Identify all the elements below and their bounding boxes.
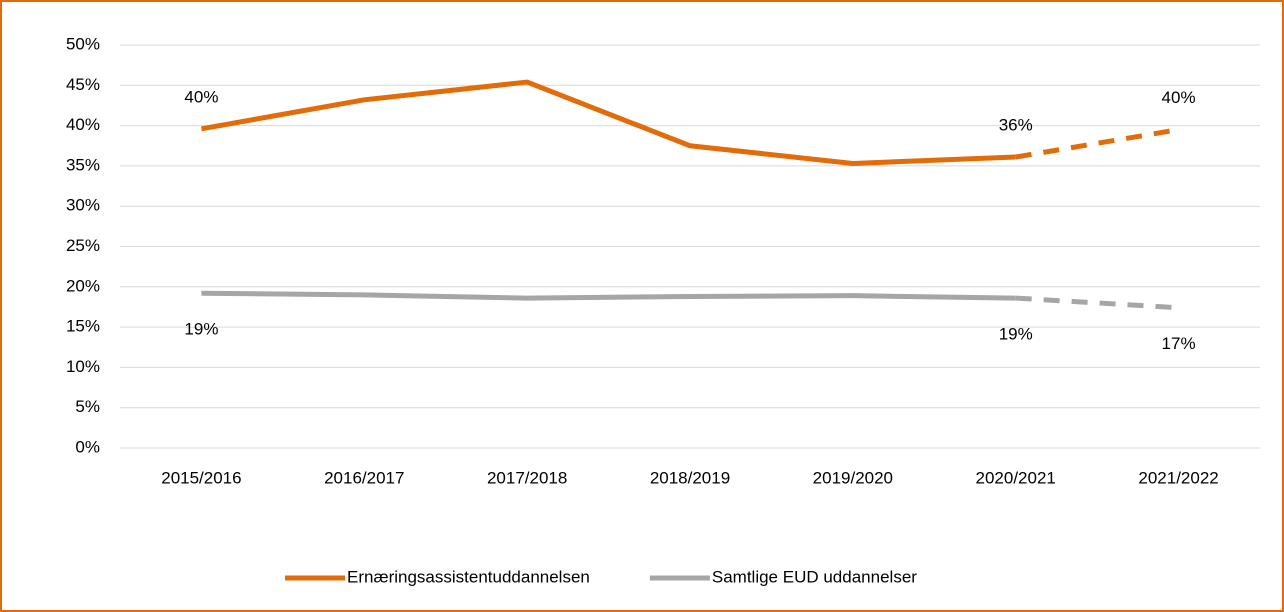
y-tick-label: 10%: [66, 357, 100, 376]
line: [200, 79, 1016, 166]
data-label: 36%: [999, 116, 1033, 135]
data-label: 40%: [1162, 88, 1196, 107]
data-label: 19%: [999, 325, 1033, 344]
y-tick-label: 0%: [75, 437, 100, 456]
data-label: 19%: [184, 320, 218, 339]
x-tick-label: 2017/2018: [487, 468, 567, 487]
y-tick-label: 5%: [75, 397, 100, 416]
data-label: 40%: [184, 87, 218, 106]
line: [201, 290, 1016, 301]
x-tick-label: 2018/2019: [650, 468, 730, 487]
y-tick-label: 25%: [66, 236, 100, 255]
y-tick-label: 50%: [66, 34, 100, 53]
y-tick-label: 40%: [66, 115, 100, 134]
x-tick-label: 2021/2022: [1138, 468, 1218, 487]
y-tick-label: 45%: [66, 75, 100, 94]
y-tick-label: 20%: [66, 276, 100, 295]
y-tick-label: 35%: [66, 155, 100, 174]
y-tick-label: 30%: [66, 196, 100, 215]
data-label: 17%: [1162, 334, 1196, 353]
x-tick-label: 2015/2016: [161, 468, 241, 487]
legend-label: Ernæringsassistentuddannelsen: [347, 567, 590, 586]
x-tick-label: 2016/2017: [324, 468, 404, 487]
y-tick-label: 15%: [66, 317, 100, 336]
legend-label: Samtlige EUD uddannelser: [712, 567, 917, 586]
x-tick-label: 2019/2020: [813, 468, 893, 487]
x-tick-label: 2020/2021: [976, 468, 1056, 487]
